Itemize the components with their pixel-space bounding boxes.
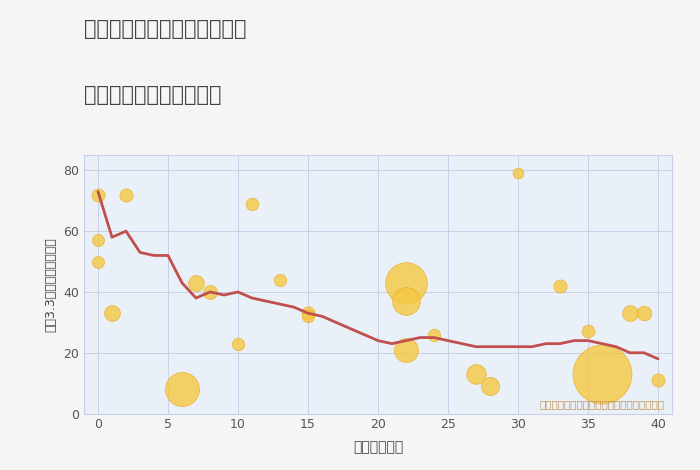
Point [176,385,188,393]
Point [512,170,524,177]
Point [190,279,202,287]
Point [92,258,104,265]
Point [92,191,104,198]
Point [274,276,286,283]
Point [638,309,650,317]
Y-axis label: 坪（3.3㎡）単価（万円）: 坪（3.3㎡）単価（万円） [45,237,57,332]
Point [596,370,608,378]
Point [400,346,412,353]
Point [652,376,664,384]
Point [204,288,216,296]
Point [484,383,496,390]
X-axis label: 築年数（年）: 築年数（年） [353,440,403,454]
Point [470,370,482,378]
Point [92,236,104,244]
Point [106,309,118,317]
Point [400,279,412,287]
Point [246,200,258,208]
Point [582,328,594,335]
Point [428,331,440,338]
Text: 円の大きさは、取引のあった物件面積を示す: 円の大きさは、取引のあった物件面積を示す [540,399,665,409]
Point [554,282,566,290]
Point [120,191,132,198]
Point [302,313,314,320]
Point [400,298,412,305]
Text: 兵庫県たつの市御津町朝臣の: 兵庫県たつの市御津町朝臣の [84,19,246,39]
Point [232,340,244,347]
Point [302,309,314,317]
Text: 築年数別中古戸建て価格: 築年数別中古戸建て価格 [84,85,221,105]
Point [624,309,636,317]
